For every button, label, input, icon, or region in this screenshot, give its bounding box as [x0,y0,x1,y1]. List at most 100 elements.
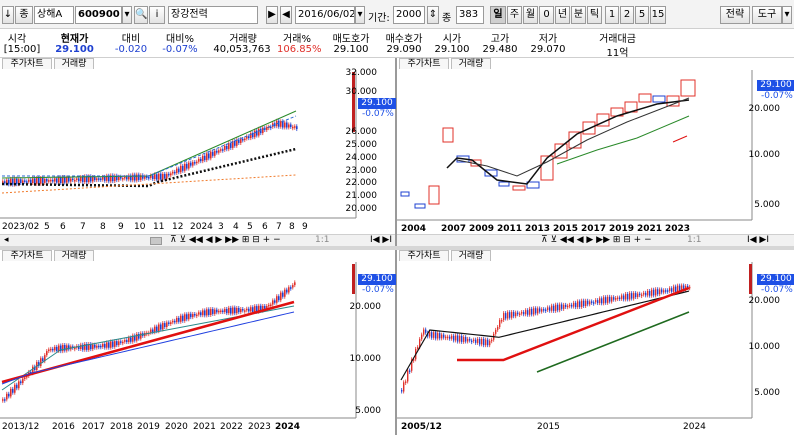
chart-top-right[interactable] [397,58,794,246]
candle [643,292,645,295]
candle [214,150,216,156]
tab-price-chart[interactable]: 주가차트 [2,250,52,261]
y-tick-20: 20.000 [748,296,781,306]
period-month-button[interactable]: 월 [523,6,538,24]
candle [581,300,583,307]
tools-dropdown-icon[interactable]: ▾ [782,6,792,24]
period-zero-button[interactable]: 0 [539,6,554,24]
tab-price-chart[interactable]: 주가차트 [399,58,449,69]
candle [132,335,134,342]
x-label: 2022 [220,422,243,432]
candle [465,337,467,342]
candle [160,173,162,180]
candle [296,126,298,130]
info-icon[interactable]: i [149,6,165,24]
candle [204,155,206,161]
chart-top-left[interactable] [0,58,395,246]
y-tick-24: 24.000 [345,153,378,163]
date-dropdown-icon[interactable]: ▾ [355,6,365,24]
scroll-end-icon[interactable]: I◀ ▶I [370,235,393,245]
period-year-button[interactable]: 년 [555,6,570,24]
down-arrow-button[interactable]: ↓ [2,6,14,24]
strategy-button[interactable]: 전략 [720,6,750,24]
quote-ask: 29.100 [333,44,369,55]
scrollbar-top-left[interactable]: ◂ ⊼ ⊻ ◀◀ ◀ ▶ ▶▶ ⊞ ⊟ + − 1:1 I◀ ▶I [0,234,395,246]
candle [260,128,262,134]
period-tick-button[interactable]: 틱 [587,6,602,24]
candle [497,327,499,330]
candle [246,136,248,139]
quote-bid: 29.090 [386,44,422,55]
zoom-toolbar-icons[interactable]: ⊼ ⊻ ◀◀ ◀ ▶ ▶▶ ⊞ ⊟ + − [170,235,281,245]
candle [158,173,160,180]
candle [178,317,180,322]
candle [140,333,142,339]
candle [553,305,555,311]
chart-bottom-left[interactable] [0,250,395,435]
interval-1-button[interactable]: 1 [605,6,619,24]
tab-volume[interactable]: 거래량 [451,58,491,69]
candle [50,348,52,351]
candle [72,178,74,181]
mode-button[interactable]: 종 [15,6,33,24]
search-icon[interactable]: 🔍 [134,6,148,24]
candle [116,175,118,181]
candle [186,163,188,169]
code-input[interactable]: 600900 [75,6,122,24]
candle [254,306,256,313]
interval-15-button[interactable]: 15 [650,6,666,24]
candle [220,149,222,151]
candle [54,346,56,351]
scroll-left-icon[interactable]: ◂ [4,235,9,245]
market-select[interactable]: 상해A [34,6,74,24]
scroll-thumb[interactable] [150,237,162,245]
candle [238,307,240,313]
tab-price-chart[interactable]: 주가차트 [2,58,52,69]
count-input[interactable]: 383 [456,6,484,24]
y-tick-20: 20.000 [345,204,378,214]
x-label: 2009 [469,224,495,234]
candle [182,165,184,171]
x-label: 2024 [275,422,301,432]
prev-button[interactable]: ◀ [280,6,292,24]
tab-volume[interactable]: 거래량 [54,58,94,69]
tab-volume[interactable]: 거래량 [54,250,94,261]
x-label: 8 [100,222,106,232]
candle [673,286,675,292]
scroll-end-icon[interactable]: I◀ ▶I [747,235,770,245]
candle [198,158,200,162]
tab-volume[interactable]: 거래량 [451,250,491,261]
candle [12,178,14,185]
period-week-button[interactable]: 주 [507,6,522,24]
tools-button[interactable]: 도구 [752,6,782,24]
quote-turnover: 11억 [606,48,629,59]
candle [487,339,489,346]
interval-2-button[interactable]: 2 [620,6,634,24]
zoom-toolbar-icons[interactable]: ⊼ ⊻ ◀◀ ◀ ▶ ▶▶ ⊞ ⊟ + − [541,235,652,245]
interval-5-button[interactable]: 5 [635,6,649,24]
scrollbar-top-right[interactable]: ⊼ ⊻ ◀◀ ◀ ▶ ▶▶ ⊞ ⊟ + − 1:1 I◀ ▶I [397,234,794,246]
candle [50,179,52,182]
play-next-button[interactable]: ▶ [266,6,278,24]
candle [130,337,132,342]
candle [100,345,102,348]
candle [174,171,176,174]
candle [469,338,471,341]
period-minute-button[interactable]: 분 [571,6,586,24]
candle [24,180,26,182]
candle [104,176,106,181]
candle [240,309,242,313]
candle [170,322,172,324]
candle [156,326,158,332]
tab-price-chart[interactable]: 주가차트 [399,250,449,261]
stepper-icon[interactable]: ⇕ [427,6,439,24]
period-input[interactable]: 2000 [393,6,425,24]
chart-bottom-right[interactable] [397,250,794,435]
date-input[interactable]: 2016/06/02 [295,6,355,24]
period-day-button[interactable]: 일 [490,6,506,24]
candle [208,309,210,315]
horizontal-splitter[interactable] [0,246,794,250]
code-dropdown-icon[interactable]: ▾ [122,6,132,24]
candle [254,130,256,138]
stock-name-field[interactable]: 장강전력 [168,6,258,24]
